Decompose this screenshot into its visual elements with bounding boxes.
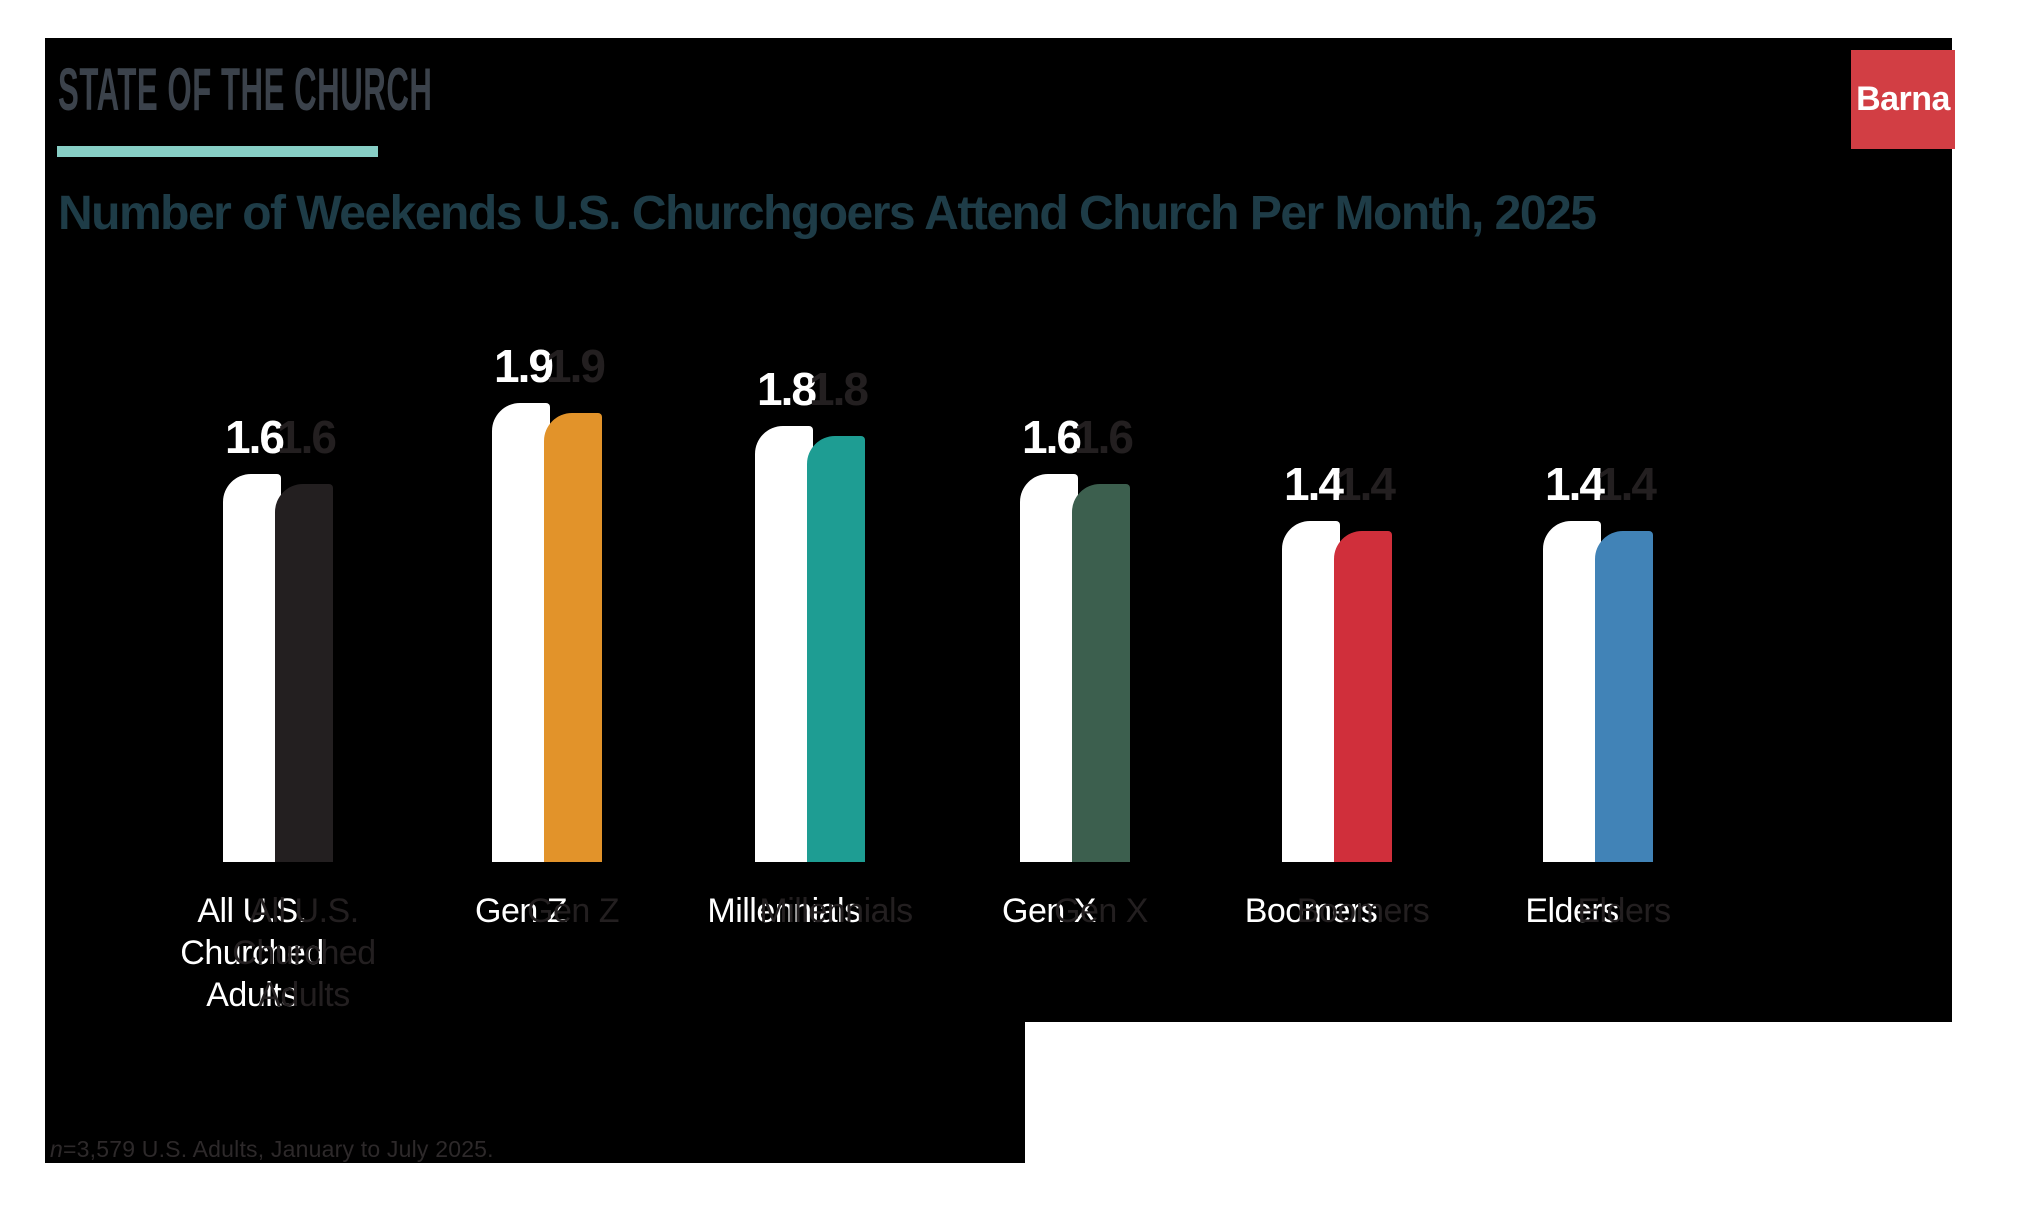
bar-boomers [1334,531,1392,862]
bar-gen-x [1072,484,1130,862]
value-label-boomers: 1.4 [1336,458,1396,510]
bar-ghost-boomers [1282,521,1340,862]
category-label-ghost-gen-x: Gen X [1002,892,1096,930]
category-label-millennials: Millennials [759,892,913,930]
category-label-ghost-elders: Elders [1525,892,1619,930]
footnote-panel-background [45,1022,1025,1163]
bar-ghost-elders [1543,521,1601,862]
value-label-millennials: 1.8 [809,363,869,415]
bar-ghost-millennials [755,426,813,862]
bar-ghost-gen-z [492,403,550,862]
value-label-ghost-millennials: 1.8 [757,363,817,415]
footnote-n-prefix: n [50,1136,63,1162]
series-brand-title: STATE OF THE CHURCH [58,56,433,123]
sample-footnote: n=3,579 U.S. Adults, January to July 202… [50,1136,494,1163]
category-label-gen-x: Gen X [1054,892,1148,930]
brand-underline [57,146,378,157]
value-label-all-u-s-churched-adults: 1.6 [277,411,337,463]
category-label-gen-z: Gen Z [527,892,619,930]
value-label-ghost-elders: 1.4 [1545,458,1605,510]
barna-logo-text: Barna [1856,80,1950,118]
bar-elders [1595,531,1653,862]
value-label-elders: 1.4 [1597,458,1657,510]
footnote-text: =3,579 U.S. Adults, January to July 2025… [63,1136,494,1162]
bar-millennials [807,436,865,862]
bar-gen-z [544,413,602,862]
category-label-ghost-boomers: Boomers [1244,892,1378,930]
category-label-ghost-millennials: Millennials [707,892,861,930]
value-label-ghost-all-u-s-churched-adults: 1.6 [225,411,285,463]
category-label-ghost-all-u-s-churched-adults: All U.S. Churched Adults [180,892,324,1014]
value-label-gen-x: 1.6 [1074,411,1134,463]
chart-title: Number of Weekends U.S. Churchgoers Atte… [58,187,1597,240]
value-label-ghost-gen-x: 1.6 [1022,411,1082,463]
bar-ghost-gen-x [1020,474,1078,862]
value-label-ghost-boomers: 1.4 [1284,458,1344,510]
barna-logo: Barna [1851,50,1955,149]
bar-all-u-s-churched-adults [275,484,333,862]
category-label-all-u-s-churched-adults: All U.S. Churched Adults [232,892,376,1014]
category-label-elders: Elders [1577,892,1671,930]
category-label-boomers: Boomers [1296,892,1430,930]
value-label-gen-z: 1.9 [546,340,606,392]
category-label-ghost-gen-z: Gen Z [475,892,567,930]
value-label-ghost-gen-z: 1.9 [494,340,554,392]
bar-ghost-all-u-s-churched-adults [223,474,281,862]
